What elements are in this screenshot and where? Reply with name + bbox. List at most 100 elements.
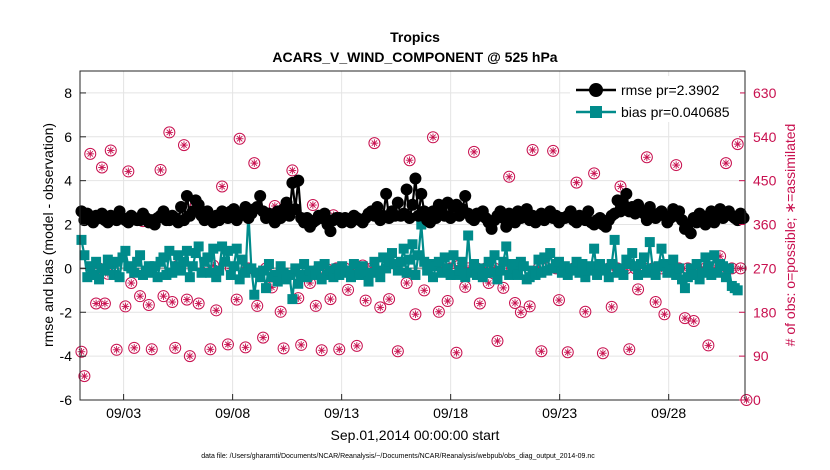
bias-point	[706, 269, 717, 280]
obs-possible-point	[450, 346, 463, 359]
obs-possible-point	[248, 157, 261, 170]
obs-assimilated-point	[411, 310, 420, 319]
asterisk-stroke	[207, 346, 214, 353]
obs-assimilated-point	[616, 182, 625, 191]
left-tick-label: -6	[60, 392, 73, 408]
obs-assimilated-point	[528, 146, 537, 154]
obs-assimilated-point	[147, 345, 156, 354]
obs-possible-point	[233, 132, 246, 145]
right-tick-label: 180	[753, 304, 777, 320]
bias-point	[369, 256, 380, 267]
obs-assimilated-point	[168, 298, 177, 306]
left-tick-label: 0	[64, 260, 72, 276]
asterisk-stroke	[318, 347, 325, 354]
left-tick-label: 8	[64, 85, 72, 101]
obs-possible-point	[306, 199, 319, 212]
bias-point	[164, 245, 175, 256]
obs-assimilated-point	[77, 347, 86, 356]
obs-possible-point	[432, 305, 445, 318]
obs-assimilated-point	[212, 306, 221, 315]
obs-assimilated-point	[136, 292, 144, 300]
asterisk-stroke	[462, 283, 469, 290]
obs-assimilated-point	[549, 147, 557, 155]
obs-possible-point	[687, 315, 700, 328]
bias-point	[208, 243, 219, 254]
bias-point	[211, 272, 222, 283]
bias-point	[633, 269, 644, 280]
obs-possible-point	[324, 293, 337, 306]
bias-point	[650, 269, 661, 280]
bias-point	[615, 263, 626, 274]
obs-possible-point	[561, 346, 574, 359]
bias-point	[220, 256, 231, 267]
left-tick-label: 6	[64, 129, 72, 145]
rmse-point	[391, 196, 404, 209]
obs-possible-point	[350, 339, 363, 352]
bias-point	[202, 252, 213, 263]
bias-point	[492, 274, 503, 285]
bias-point	[542, 265, 553, 276]
left-tick-label: -4	[60, 348, 73, 364]
obs-assimilated-point	[517, 308, 525, 317]
bias-point	[677, 274, 688, 285]
obs-possible-point	[570, 176, 583, 189]
obs-possible-point	[221, 338, 234, 351]
bias-point	[647, 263, 658, 274]
bias-point	[682, 272, 693, 283]
bias-point	[718, 261, 729, 272]
obs-assimilated-point	[145, 301, 153, 309]
obs-assimilated-point	[276, 307, 285, 316]
obs-possible-point	[104, 144, 117, 157]
obs-possible-point	[230, 293, 243, 306]
obs-possible-point	[78, 370, 91, 383]
bias-point	[334, 269, 345, 280]
bias-point	[436, 267, 447, 278]
rmse-point	[324, 225, 337, 238]
left-axis-ticks: -6 -4 -2 0 2 4 6 8	[60, 85, 86, 408]
rmse-point	[289, 203, 302, 216]
asterisk-stroke	[626, 346, 633, 353]
bias-point	[618, 269, 629, 280]
x-axis-label: Sep.01,2014 00:00:00 start	[331, 427, 500, 443]
obs-possible-point	[210, 304, 223, 317]
bias-point	[99, 265, 110, 276]
obs-assimilated-point	[607, 303, 616, 311]
bias-point	[328, 272, 339, 283]
obs-assimilated-point	[722, 159, 730, 167]
bias-point	[539, 252, 550, 263]
asterisk-stroke	[494, 338, 501, 345]
obs-possible-point	[142, 298, 155, 311]
obs-possible-point	[409, 308, 422, 321]
obs-possible-point	[427, 131, 440, 144]
bias-point	[343, 265, 354, 276]
bias-point	[641, 267, 652, 278]
obs-possible-point	[192, 297, 205, 310]
obs-possible-point	[391, 345, 404, 358]
bias-point	[384, 256, 395, 267]
rmse-point	[280, 196, 293, 209]
bias-point	[474, 263, 485, 274]
bias-point	[401, 267, 412, 278]
obs-assimilated-point	[297, 341, 305, 349]
obs-assimilated-point	[599, 349, 607, 358]
bias-point	[114, 272, 125, 283]
obs-possible-point	[418, 284, 431, 297]
obs-assimilated-point	[511, 299, 519, 307]
asterisk-stroke	[444, 298, 451, 305]
obs-assimilated-point	[171, 344, 180, 352]
obs-assimilated-point	[80, 372, 89, 380]
bias-point	[193, 241, 204, 252]
bias-point	[240, 267, 251, 278]
asterisk-stroke	[312, 302, 319, 309]
bias-point	[439, 252, 450, 263]
asterisk-stroke	[81, 373, 88, 380]
bias-point	[688, 269, 699, 280]
asterisk-stroke	[298, 341, 305, 348]
obs-possible-point	[183, 350, 196, 363]
obs-assimilated-point	[335, 345, 344, 354]
bias-point	[404, 254, 415, 265]
obs-possible-point	[119, 300, 132, 313]
asterisk-stroke	[617, 183, 624, 190]
left-tick-label: 4	[64, 173, 72, 189]
asterisk-stroke	[386, 296, 393, 303]
